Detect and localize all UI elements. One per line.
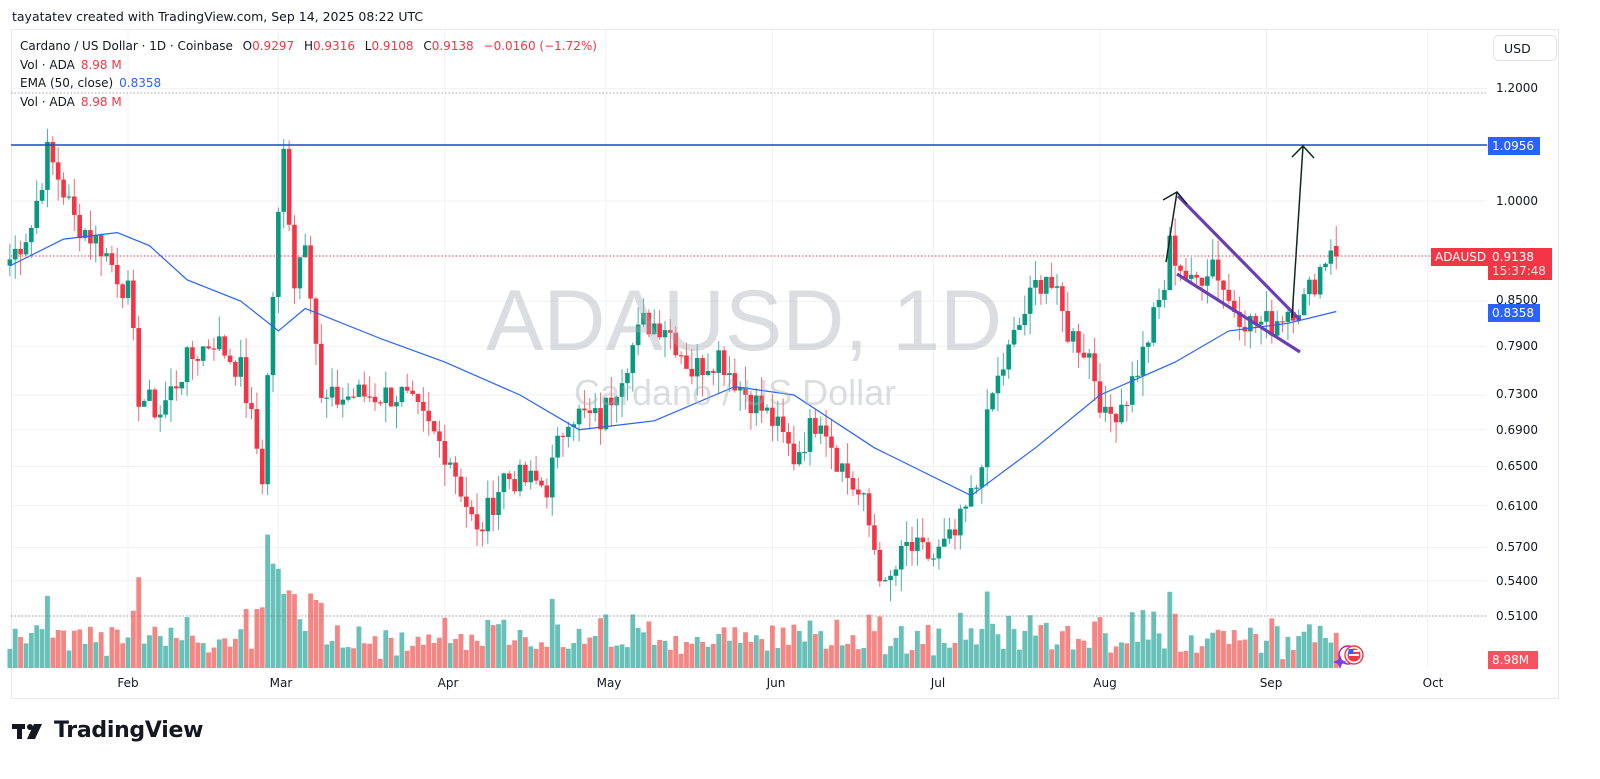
sparkle-icon xyxy=(1333,655,1347,669)
time-tick: May xyxy=(596,676,622,690)
low-value: 0.9108 xyxy=(371,39,414,53)
volume-label: Vol · ADA xyxy=(20,57,75,72)
price-tick: 0.5700 xyxy=(1496,540,1538,554)
close-value: 0.9138 xyxy=(431,39,474,53)
high-value: 0.9316 xyxy=(312,39,355,53)
legend-symbol-row[interactable]: Cardano / US Dollar · 1D · Coinbase O0.9… xyxy=(20,37,597,56)
last-price-value: 0.9138 xyxy=(1492,250,1534,264)
tradingview-logo-icon xyxy=(12,723,42,739)
price-tick: 0.7300 xyxy=(1496,387,1538,401)
watermark-description: Cardano / US Dollar xyxy=(574,372,897,413)
change-value: −0.0160 (−1.72%) xyxy=(483,39,597,53)
price-tick: 0.7900 xyxy=(1496,339,1538,353)
price-tick: 0.5100 xyxy=(1496,609,1538,623)
legend-volume-pane-row[interactable]: Vol · ADA 8.98 M xyxy=(20,93,597,112)
volume-pane-value: 8.98 M xyxy=(80,94,122,109)
chart-frame xyxy=(11,29,1559,699)
price-tick: 0.5400 xyxy=(1496,574,1538,588)
time-tick: Aug xyxy=(1093,676,1117,690)
last-price-tag: 0.9138 15:37:48 xyxy=(1488,248,1552,280)
time-tick: Feb xyxy=(117,676,139,690)
price-tick: 0.8500 xyxy=(1496,293,1538,307)
close-label: C xyxy=(423,39,432,53)
ema-value: 0.8358 xyxy=(119,76,162,90)
volume-bars xyxy=(7,534,1339,668)
chart-credit: tayatatev created with TradingView.com, … xyxy=(12,9,424,24)
time-tick: Jun xyxy=(766,676,786,690)
currency-button[interactable]: USD xyxy=(1493,35,1557,61)
price-tick: 1.2000 xyxy=(1496,81,1538,95)
low-label: L xyxy=(364,39,372,53)
symbol-description: Cardano / US Dollar · 1D · Coinbase xyxy=(20,39,233,53)
symbol-tag: ADAUSD xyxy=(1431,248,1491,266)
legend-ema-row[interactable]: EMA (50, close) 0.8358 xyxy=(20,74,597,93)
legend-volume-row[interactable]: Vol · ADA 8.98 M xyxy=(20,56,597,75)
time-tick: Sep xyxy=(1259,676,1283,690)
volume-tag: 8.98M xyxy=(1488,651,1538,669)
tradingview-wordmark: TradingView xyxy=(54,718,204,743)
time-tick: Jul xyxy=(930,676,946,690)
bar-countdown: 15:37:48 xyxy=(1492,264,1546,278)
wedge-upper-line xyxy=(1176,194,1302,322)
high-label: H xyxy=(303,39,313,53)
price-tick: 0.6500 xyxy=(1496,459,1538,473)
time-tick: Oct xyxy=(1422,676,1444,690)
volume-pane-label: Vol · ADA xyxy=(20,94,75,109)
tradingview-logo[interactable]: TradingView xyxy=(12,718,203,743)
volume-value: 8.98 M xyxy=(80,57,122,72)
target-arrowhead-icon xyxy=(1291,144,1315,159)
flagpole-arrowhead-icon xyxy=(1162,191,1188,205)
price-tick: 0.6100 xyxy=(1496,499,1538,513)
ema-price-tag: 0.8358 xyxy=(1488,304,1540,322)
ema-50-line xyxy=(9,231,1337,497)
chart-legend: Cardano / US Dollar · 1D · Coinbase O0.9… xyxy=(20,37,597,111)
price-tick: 0.6900 xyxy=(1496,423,1538,437)
time-tick: Mar xyxy=(269,676,293,690)
price-tick: 1.0000 xyxy=(1496,194,1538,208)
time-tick: Apr xyxy=(437,676,459,690)
open-value: 0.9297 xyxy=(252,39,295,53)
wedge-lower-line xyxy=(1176,272,1301,354)
watermark-symbol: ADAUSD, 1D xyxy=(486,273,1003,369)
resistance-price-tag: 1.0956 xyxy=(1488,137,1540,155)
ema-label: EMA (50, close) xyxy=(20,76,114,90)
flagpole-arrow xyxy=(1165,191,1178,263)
target-arrow xyxy=(1291,145,1304,319)
open-label: O xyxy=(242,39,253,53)
economic-event-icon xyxy=(1338,645,1364,665)
